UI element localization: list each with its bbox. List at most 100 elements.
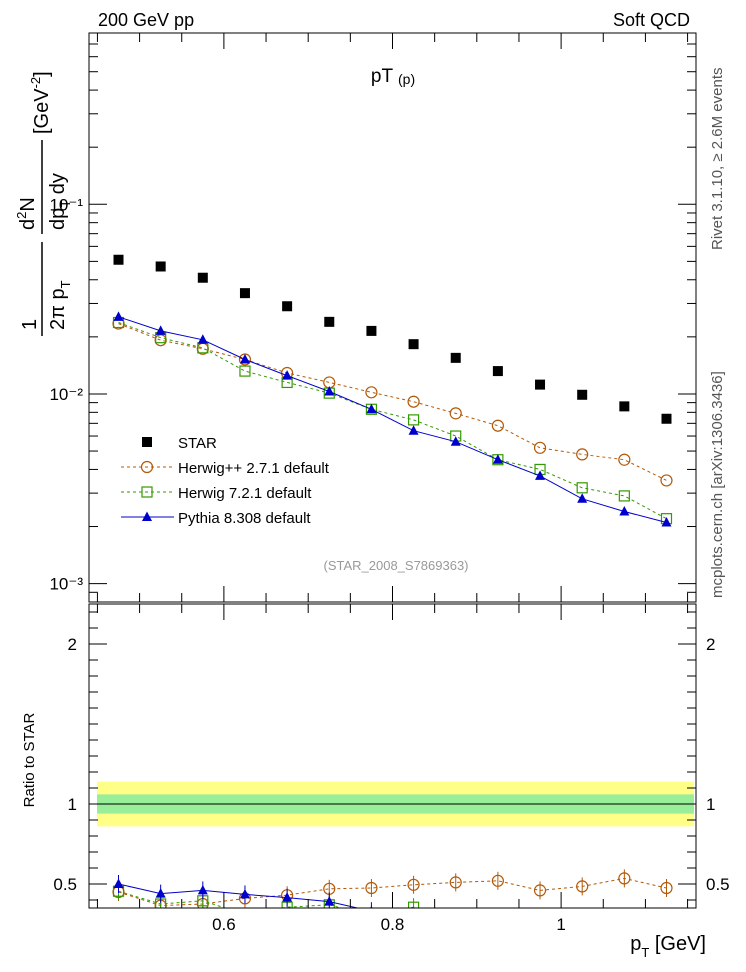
main-point-herwig-2-7-1-default <box>154 334 167 347</box>
main-point-star <box>661 413 672 424</box>
main-point-herwig-2-7-1-default <box>660 474 673 487</box>
side-text-mcplots: mcplots.cern.ch [arXiv:1306.3436] <box>709 371 726 598</box>
legend-label: Pythia 8.308 default <box>178 510 311 527</box>
main-line-herwig-2-7-1-default <box>118 323 667 481</box>
legend-entry-herwig-7-2-1-default: Herwig 7.2.1 default <box>121 485 312 502</box>
main-point-herwig-2-7-1-default <box>407 395 420 408</box>
legend-entry-herwig-2-7-1-default: Herwig++ 2.7.1 default <box>121 460 330 477</box>
ratio-y-axis-label: Ratio to STAR <box>21 712 38 807</box>
ratio-point-herwig-2-7-1-default <box>660 881 673 895</box>
main-point-star <box>282 301 293 312</box>
main-point-star <box>197 272 208 283</box>
main-series-star <box>113 254 672 424</box>
main-y-label-1: 1 <box>19 319 41 330</box>
main-point-star <box>155 261 166 272</box>
header-left: 200 GeV pp <box>98 10 194 30</box>
x-tick-label: 0.6 <box>212 915 236 934</box>
plot-title-text: pT <box>371 66 394 87</box>
legend-marker <box>140 460 154 474</box>
main-point-pythia-8-308-default <box>619 506 630 516</box>
legend-label: STAR <box>178 435 217 452</box>
main-point-pythia-8-308-default <box>577 493 588 503</box>
main-point-herwig-7-2-1-default <box>618 490 630 502</box>
main-y-label-3: d2N <box>14 197 39 230</box>
main-line-pythia-8-308-default <box>118 316 667 523</box>
main-point-star <box>239 288 250 299</box>
main-point-star <box>113 254 124 265</box>
main-point-herwig-2-7-1-default <box>365 386 378 399</box>
legend-label: Herwig++ 2.7.1 default <box>178 460 330 477</box>
ratio-point-herwig-2-7-1-default <box>491 874 504 887</box>
main-point-pythia-8-308-default <box>113 311 124 321</box>
legend-marker <box>142 437 152 447</box>
main-point-herwig-2-7-1-default <box>576 448 589 461</box>
main-series-herwig-2-7-1-default <box>112 317 673 487</box>
main-point-herwig-2-7-1-default <box>618 453 631 466</box>
main-point-star <box>535 379 546 390</box>
legend-entry-pythia-8-308-default: Pythia 8.308 default <box>121 510 311 527</box>
ratio-line-pythia-8-308-default <box>118 883 360 908</box>
legend-marker <box>141 486 153 498</box>
main-point-pythia-8-308-default <box>535 470 546 480</box>
main-point-star <box>492 366 503 377</box>
main-point-star <box>450 352 461 363</box>
ratio-point-herwig-2-7-1-default <box>365 881 378 895</box>
ratio-point-pythia-8-308-default <box>370 905 373 908</box>
ratio-y-tick-label: 0.5 <box>53 875 77 894</box>
main-point-pythia-8-308-default <box>239 353 250 364</box>
main-point-pythia-8-308-default <box>282 370 293 380</box>
ratio-line-herwig-2-7-1-default <box>118 877 667 907</box>
ratio-point-pythia-8-308-default <box>113 878 124 888</box>
ratio-y-tick-label-right: 0.5 <box>706 875 730 894</box>
main-y-label-2: 2π pT <box>47 280 73 330</box>
main-point-star <box>324 316 335 327</box>
main-y-label-5: [GeV-2] <box>28 71 53 134</box>
ratio-point-herwig-2-7-1-default <box>449 876 462 889</box>
main-y-label-4: dpT dy <box>47 173 73 230</box>
ratio-point-herwig-2-7-1-default <box>618 872 631 885</box>
main-point-herwig-7-2-1-default <box>239 365 251 377</box>
ratio-point-herwig-7-2-1-default <box>407 901 420 908</box>
ratio-plot-frame <box>88 603 697 909</box>
main-point-pythia-8-308-default <box>661 517 672 527</box>
x-tick-label: 1 <box>556 915 565 934</box>
analysis-watermark: (STAR_2008_S7869363) <box>323 558 468 573</box>
ratio-point-herwig-2-7-1-default <box>576 880 589 893</box>
side-text-rivet: Rivet 3.1.10, ≥ 2.6M events <box>709 68 726 251</box>
header-right: Soft QCD <box>613 10 690 30</box>
ratio-point-pythia-8-308-default <box>197 884 208 895</box>
ratio-point-pythia-8-308-default <box>239 888 250 899</box>
legend-entry-star: STAR <box>142 435 217 452</box>
main-point-pythia-8-308-default <box>408 425 419 435</box>
main-point-herwig-2-7-1-default <box>491 419 504 432</box>
main-point-star <box>619 401 630 412</box>
main-point-pythia-8-308-default <box>324 386 335 396</box>
main-point-pythia-8-308-default <box>197 334 208 344</box>
main-series-pythia-8-308-default <box>113 311 672 527</box>
ratio-point-pythia-8-308-default <box>155 888 166 898</box>
ratio-series-herwig-7-2-1-default <box>112 882 420 908</box>
main-point-star <box>577 389 588 400</box>
legend: STAR Herwig++ 2.7.1 default Herwig 7.2.1 d… <box>121 435 330 527</box>
main-point-herwig-7-2-1-default <box>407 414 420 426</box>
ratio-point-herwig-2-7-1-default <box>533 884 547 897</box>
main-point-pythia-8-308-default <box>492 454 503 464</box>
ratio-y-tick-label: 1 <box>68 795 77 814</box>
ratio-y-tick-label: 2 <box>68 635 77 654</box>
ratio-y-tick-label-right: 2 <box>706 635 715 654</box>
main-point-pythia-8-308-default <box>366 403 377 414</box>
legend-marker <box>142 511 152 521</box>
main-point-herwig-2-7-1-default <box>533 441 547 454</box>
main-y-tick-label: 10⁻² <box>49 385 83 404</box>
legend-label: Herwig 7.2.1 default <box>178 485 312 502</box>
main-point-pythia-8-308-default <box>155 325 166 335</box>
main-y-tick-label: 10⁻¹ <box>49 195 83 214</box>
main-point-pythia-8-308-default <box>450 436 461 446</box>
main-point-herwig-7-2-1-default <box>576 482 588 494</box>
main-point-herwig-2-7-1-default <box>449 407 462 420</box>
x-axis-label: pT [GeV] <box>630 933 706 960</box>
ratio-series-pythia-8-308-default <box>113 875 373 908</box>
ratio-y-tick-label-right: 1 <box>706 795 715 814</box>
plot-title-suffix: (p) <box>398 71 415 87</box>
